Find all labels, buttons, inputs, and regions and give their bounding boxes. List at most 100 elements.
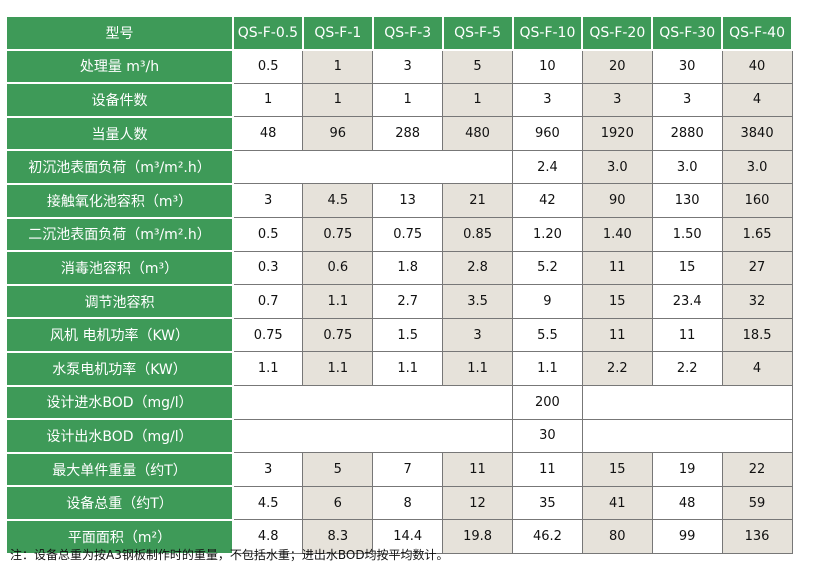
value-cell: 136 [721,519,793,554]
value-cell: 22 [721,452,793,487]
value-cell: 59 [721,485,793,521]
value-cell: 1 [302,82,374,118]
value-cell: 2.4 [512,149,583,185]
value-cell: 8.3 [302,519,374,554]
value-cell: 2.2 [651,351,723,387]
data-row: 接触氧化池容积（m³） 3 4.5 13 21 42 90 130 160 [5,182,793,219]
footnote: 注：设备总重为按A3钢板制作时的重量，不包括水重；进出水BOD均按平均数计。 [10,548,449,562]
value-cell: 200 [512,385,583,420]
value-cell: 5 [442,49,513,84]
value-cell: 3.5 [442,284,513,319]
value-cell: 1.1 [302,351,374,387]
value-cell: 1 [372,82,444,118]
value-cell: 1 [302,49,374,84]
value-cell: 48 [232,116,304,151]
value-cell: 3 [651,82,723,118]
value-cell: 2.2 [581,351,653,387]
header-cell: QS-F-3 [371,15,444,51]
value-cell: 35 [512,485,583,521]
header-cell: QS-F-5 [441,15,514,51]
value-cell: 23.4 [651,284,723,319]
value-cell: 3 [372,49,444,84]
value-cell: 99 [651,519,723,554]
value-cell: 1.40 [581,217,653,252]
value-cell: 27 [721,250,793,286]
value-cell: 960 [512,116,583,151]
value-cell: 480 [442,116,513,151]
value-cell: 3 [442,317,513,353]
value-cell: 30 [512,418,583,454]
row-label: 风机 电机功率（KW） [5,317,234,353]
value-cell: 0.75 [232,317,304,353]
value-cell: 4.5 [302,183,374,219]
value-cell: 80 [581,519,653,554]
value-cell: 15 [581,452,653,487]
row-label: 平面面积（m²） [5,518,234,555]
header-cell: 型号 [5,15,234,51]
value-cell: 20 [581,49,653,84]
value-cell: 15 [581,284,653,319]
value-cell: 3840 [721,116,793,151]
value-cell: 3 [512,82,583,118]
value-cell: 1.1 [232,351,304,387]
value-cell: 96 [302,116,374,151]
data-row: 消毒池容积（m³） 0.3 0.6 1.8 2.8 5.2 11 15 27 [5,250,793,286]
row-label: 设备总重（约T） [5,485,234,521]
header-cell: QS-F-10 [511,15,584,51]
header-cell: QS-F-20 [581,15,654,51]
data-row: 设备件数 1 1 1 1 3 3 3 4 [5,82,793,118]
data-row: 设备总重（约T） 4.5 6 8 12 35 41 48 59 [5,485,793,521]
data-row: 水泵电机功率（KW） 1.1 1.1 1.1 1.1 1.1 2.2 2.2 4 [5,350,793,387]
row-label: 设备件数 [5,82,234,118]
data-row: 最大单件重量（约T） 3 5 7 11 11 15 19 22 [5,451,793,488]
value-cell: 3 [581,82,653,118]
value-cell: 21 [442,183,513,219]
data-row: 当量人数 48 96 288 480 960 1920 2880 3840 [5,115,793,152]
data-row: 二沉池表面负荷（m³/m².h） 0.5 0.75 0.75 0.85 1.20 1.40 1… [5,216,793,253]
row-label: 设计出水BOD（mg/l） [5,418,234,454]
value-cell: 1920 [581,116,653,151]
merged-blank-cell [232,385,513,420]
row-label: 设计进水BOD（mg/l） [5,384,234,421]
row-label: 调节池容积 [5,283,234,320]
value-cell: 1 [232,82,304,118]
value-cell: 1 [442,82,513,118]
data-row: 设计进水BOD（mg/l） 200 [5,384,793,421]
value-cell: 19 [651,452,723,487]
row-label: 最大单件重量（约T） [5,451,234,488]
value-cell: 0.5 [232,217,304,252]
value-cell: 3 [232,183,304,219]
value-cell: 5 [302,452,374,487]
value-cell: 48 [651,485,723,521]
value-cell: 30 [651,49,723,84]
row-label: 处理量 m³/h [5,48,234,85]
value-cell: 0.75 [372,217,444,252]
value-cell: 11 [581,250,653,286]
value-cell: 0.6 [302,250,374,286]
value-cell: 46.2 [512,519,583,554]
value-cell: 11 [512,452,583,487]
merged-blank-cell [232,418,513,454]
value-cell: 0.5 [232,49,304,84]
data-row: 设计出水BOD（mg/l） 30 [5,418,793,454]
header-cell: QS-F-40 [721,15,793,51]
value-cell: 1.65 [721,217,793,252]
value-cell: 1.8 [372,250,444,286]
value-cell: 9 [512,284,583,319]
value-cell: 1.5 [372,317,444,353]
value-cell: 6 [302,485,374,521]
value-cell: 40 [721,49,793,84]
data-row: 处理量 m³/h 0.5 1 3 5 10 20 30 40 [5,48,793,85]
value-cell: 4.5 [232,485,304,521]
row-label: 接触氧化池容积（m³） [5,182,234,219]
value-cell: 160 [721,183,793,219]
value-cell: 90 [581,183,653,219]
table-wrap: 型号 QS-F-0.5 QS-F-1 QS-F-3 QS-F-5 QS-F-10 QS-F-… [5,15,793,555]
value-cell: 12 [442,485,513,521]
value-cell: 2.8 [442,250,513,286]
value-cell: 1.20 [512,217,583,252]
value-cell: 1.1 [372,351,444,387]
value-cell: 1.1 [302,284,374,319]
value-cell: 5.5 [512,317,583,353]
